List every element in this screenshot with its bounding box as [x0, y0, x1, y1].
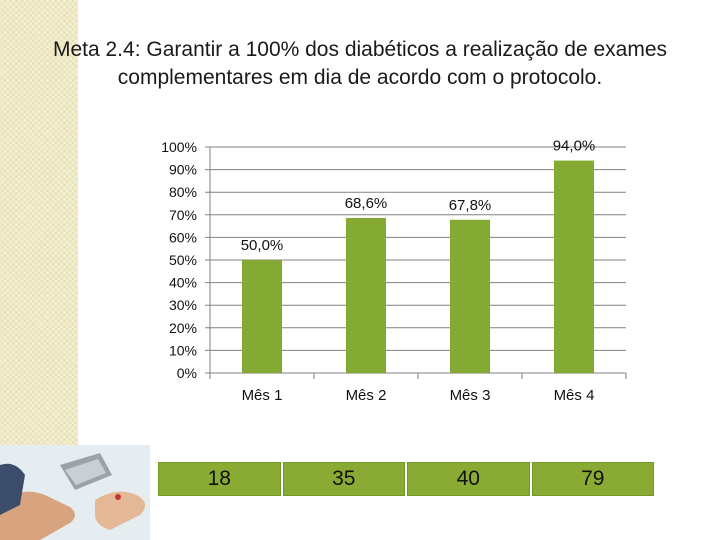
y-tick-label: 50%	[169, 252, 197, 268]
counts-row: 18 35 40 79	[158, 462, 654, 496]
count-cell: 40	[407, 462, 530, 496]
count-cell: 35	[282, 462, 405, 496]
count-cell: 18	[158, 462, 281, 496]
x-tick-label: Mês 1	[242, 387, 283, 404]
y-tick-label: 20%	[169, 320, 197, 336]
title-prefix: Meta 2.4:	[52, 38, 141, 61]
data-label: 50,0%	[241, 237, 284, 254]
bar	[346, 217, 386, 373]
x-tick-label: Mês 4	[554, 387, 595, 404]
hands-glucose-test-image	[0, 445, 150, 540]
data-label: 67,8%	[449, 197, 492, 214]
bar	[554, 160, 594, 373]
data-label: 94,0%	[553, 138, 596, 155]
x-tick-label: Mês 2	[346, 387, 387, 404]
count-cell: 79	[531, 462, 654, 496]
y-tick-label: 0%	[177, 365, 197, 381]
y-tick-label: 100%	[161, 139, 197, 155]
y-tick-label: 40%	[169, 275, 197, 291]
data-label: 68,6%	[345, 195, 388, 212]
y-tick-label: 30%	[169, 297, 197, 313]
y-tick-label: 10%	[169, 342, 197, 358]
title-text: Garantir a 100% dos diabéticos a realiza…	[117, 38, 668, 89]
bar	[242, 260, 282, 373]
bar	[450, 219, 490, 373]
x-tick-label: Mês 3	[450, 387, 491, 404]
y-tick-label: 90%	[169, 162, 197, 178]
y-tick-label: 60%	[169, 229, 197, 245]
y-tick-label: 70%	[169, 207, 197, 223]
page-title: Meta 2.4: Garantir a 100% dos diabéticos…	[0, 36, 720, 92]
y-tick-label: 80%	[169, 184, 197, 200]
